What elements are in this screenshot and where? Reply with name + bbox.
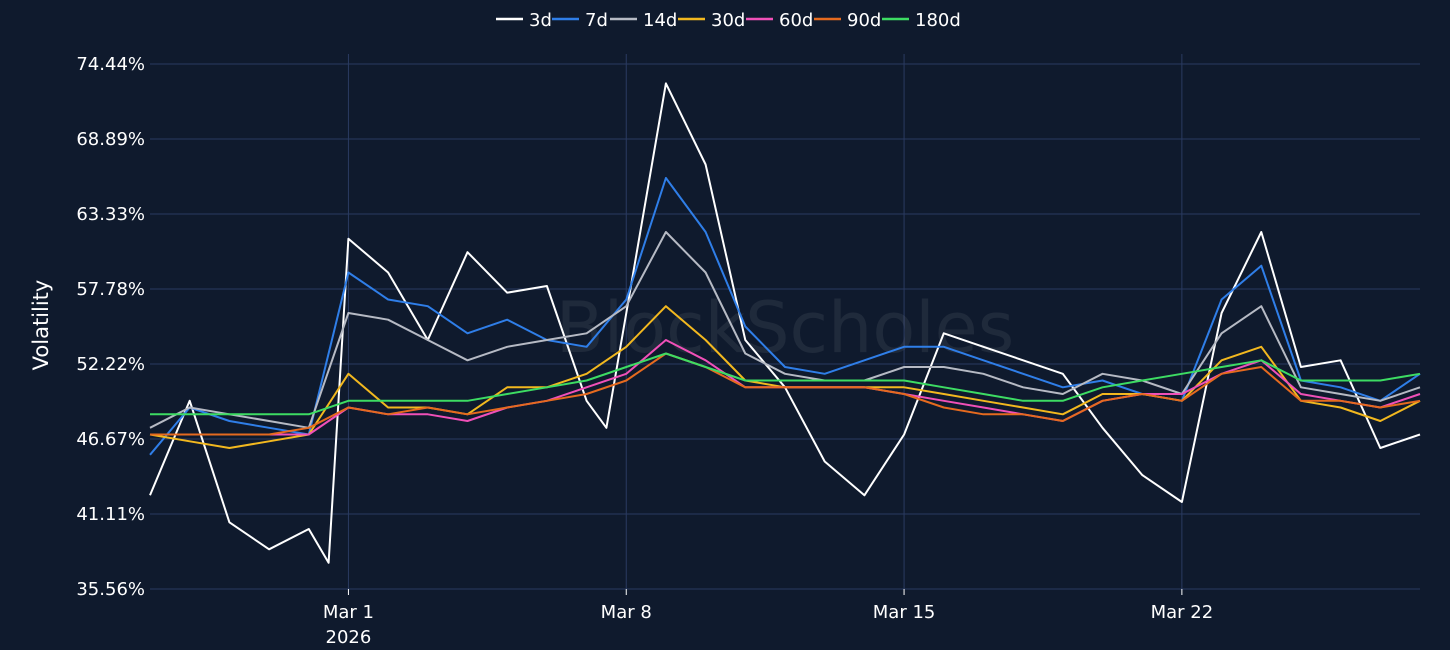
x-axis-ticks: Mar 1 2026 Mar 8 Mar 15 Mar 22 [323, 589, 1213, 648]
legend-label: 14d [643, 10, 677, 31]
legend-label: 7d [585, 10, 608, 31]
legend-item-7d[interactable]: 7d [552, 10, 608, 31]
legend-label: 60d [779, 10, 813, 31]
legend-label: 30d [711, 10, 745, 31]
series-line-90d [150, 352, 1421, 436]
y-axis-title: Volatility [29, 280, 53, 371]
y-tick-label: 68.89% [76, 129, 145, 150]
legend-item-60d[interactable]: 60d [746, 10, 813, 31]
y-tick-label: 52.22% [76, 354, 145, 375]
legend-item-3d[interactable]: 3d [496, 10, 552, 31]
series-line-180d [150, 352, 1421, 416]
x-tick-sublabel: 2026 [326, 627, 372, 648]
series-layer [149, 82, 1421, 564]
y-tick-label: 63.33% [76, 204, 145, 225]
series-line-7d [149, 177, 1421, 456]
legend-item-30d[interactable]: 30d [678, 10, 745, 31]
legend-item-90d[interactable]: 90d [814, 10, 881, 31]
series-7d [149, 177, 1421, 456]
series-180d [150, 352, 1421, 416]
watermark: BlockScholes [556, 287, 1014, 369]
y-tick-label: 57.78% [76, 279, 145, 300]
legend-label: 180d [915, 10, 961, 31]
series-3d [149, 82, 1421, 564]
y-axis-ticks: 35.56% 41.11% 46.67% 52.22% 57.78% 63.33% 68.8… [76, 54, 145, 600]
y-tick-label: 46.67% [76, 429, 145, 450]
legend-item-180d[interactable]: 180d [882, 10, 961, 31]
y-tick-label: 74.44% [76, 54, 145, 75]
series-14d [149, 231, 1421, 429]
legend-label: 3d [529, 10, 552, 31]
x-tick-label: Mar 15 [873, 602, 936, 623]
series-line-3d [149, 82, 1421, 564]
legend-item-14d[interactable]: 14d [610, 10, 677, 31]
x-tick-label: Mar 8 [601, 602, 652, 623]
legend[interactable]: 3d 7d 14d 30d 60d 90d 180d [496, 10, 961, 31]
legend-label: 90d [847, 10, 881, 31]
x-tick-label: Mar 22 [1151, 602, 1214, 623]
y-tick-label: 41.11% [76, 504, 145, 525]
grid-layer [150, 54, 1420, 590]
x-tick-label: Mar 1 [323, 602, 374, 623]
series-line-14d [149, 231, 1421, 429]
series-90d [150, 352, 1421, 436]
y-tick-label: 35.56% [76, 579, 145, 600]
